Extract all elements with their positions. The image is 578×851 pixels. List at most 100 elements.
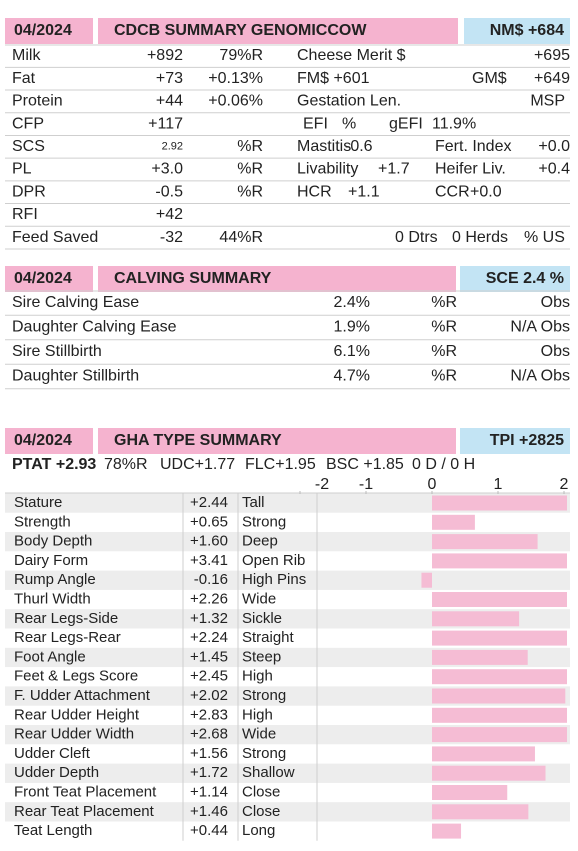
trait-name: Rear Udder Height (14, 706, 140, 723)
bar (432, 804, 529, 820)
summary-text: FLC+1.95 (245, 456, 316, 473)
trait-name: Strength (14, 513, 71, 530)
cell-text: +649 (534, 70, 570, 87)
cell-text: gEFI (389, 115, 423, 132)
summary-text: 0 D / 0 H (412, 456, 475, 473)
cell-text: %R (431, 343, 457, 360)
x-tick-label: 2 (560, 476, 569, 493)
cell-text: Gestation Len. (297, 93, 401, 110)
summary-text: PTAT +2.93 (12, 456, 96, 473)
trait-desc: Strong (242, 745, 286, 762)
trait-name: Front Teat Placement (14, 783, 157, 800)
x-tick-label: 0 (428, 476, 437, 493)
summary-text: 78%R (104, 456, 148, 473)
trait-name: Rear Legs-Side (14, 610, 118, 627)
cell-text: DPR (12, 183, 46, 200)
bar (432, 727, 567, 743)
summary-text: BSC +1.85 (326, 456, 404, 473)
cell-text: 11.9% (432, 115, 476, 132)
cell-text: 2.4% (334, 294, 370, 311)
bar (432, 746, 535, 762)
trait-name: Rear Legs-Rear (14, 629, 121, 646)
trait-desc: Shallow (242, 764, 295, 781)
cell-text: +42 (156, 206, 183, 223)
cell-text: -0.6 (345, 138, 373, 155)
cell-text: EFI (303, 115, 328, 132)
trait-value: +1.14 (190, 783, 228, 800)
trait-name: F. Udder Attachment (14, 687, 151, 704)
trait-value: +1.60 (190, 533, 228, 550)
cell-text: CFP (12, 115, 44, 132)
cell-text: PL (12, 161, 32, 178)
header-title: CDCB SUMMARY GENOMICCOW (114, 22, 367, 39)
header-index: NM$ +684 (490, 22, 564, 39)
trait-desc: Sickle (242, 610, 282, 627)
trait-desc: High (242, 668, 273, 685)
date-box (5, 266, 93, 292)
summary-text: UDC+1.77 (160, 456, 235, 473)
bar (432, 553, 567, 569)
row-shade (5, 725, 570, 745)
cell-text: RFI (12, 206, 38, 223)
date-box (5, 18, 93, 44)
row-shade (5, 493, 570, 513)
cell-text: % US (524, 229, 565, 246)
index-box (460, 266, 570, 292)
trait-value: +1.45 (190, 648, 228, 665)
x-tick-label: -1 (359, 476, 373, 493)
cell-text: +0.0 (470, 183, 502, 200)
cell-text: %R (237, 161, 263, 178)
cell-text: +117 (148, 115, 183, 132)
trait-value: +1.72 (190, 764, 228, 781)
header-index: SCE 2.4 % (486, 270, 564, 287)
row-shade (5, 647, 570, 668)
date-box (5, 428, 93, 454)
cell-text: Fert. Index (435, 138, 511, 155)
cell-text: 44%R (219, 229, 263, 246)
trait-desc: Straight (242, 629, 295, 646)
trait-desc: High Pins (242, 571, 306, 588)
trait-name: Feet & Legs Score (14, 668, 138, 685)
trait-value: +2.02 (190, 687, 228, 704)
cell-text: Cheese Merit $ (297, 47, 406, 64)
trait-desc: Strong (242, 687, 286, 704)
trait-value: +2.44 (190, 494, 228, 511)
cell-text: +44 (156, 93, 183, 110)
header-title: CALVING SUMMARY (114, 270, 272, 287)
trait-value: +0.44 (190, 822, 228, 839)
cell-text: +0.06% (208, 93, 263, 110)
cell-text: MSP (530, 93, 565, 110)
cell-text: GM$ (472, 70, 507, 87)
cell-text: %R (237, 183, 263, 200)
cell-text: 1.9% (334, 319, 370, 336)
cell-text: 4.7% (334, 368, 370, 385)
bar (432, 534, 538, 550)
index-box (464, 18, 570, 44)
bar (432, 669, 567, 685)
cell-text: 79%R (219, 47, 263, 64)
trait-name: Rump Angle (14, 571, 96, 588)
cell-text: N/A Obs (510, 319, 570, 336)
trait-value: +3.41 (190, 552, 228, 569)
cell-text: +0.0 (538, 138, 570, 155)
trait-desc: Tall (242, 494, 265, 511)
cell-text: % (342, 115, 356, 132)
trait-name: Udder Depth (14, 764, 99, 781)
cell-text: Feed Saved (12, 229, 98, 246)
cell-text: +1.1 (348, 183, 380, 200)
row-shade (5, 802, 570, 822)
row-shade (5, 763, 570, 783)
cell-text: Sire Stillbirth (12, 343, 102, 360)
header-title: GHA TYPE SUMMARY (114, 432, 282, 449)
row-shade (5, 686, 570, 706)
cell-text: FM$ +601 (297, 70, 370, 87)
bar (432, 765, 546, 781)
cell-text: 6.1% (334, 343, 370, 360)
cell-text: +3.0 (151, 161, 183, 178)
trait-desc: Deep (242, 533, 278, 550)
bar (432, 514, 475, 530)
trait-desc: Close (242, 783, 280, 800)
cell-text: -0.5 (155, 183, 183, 200)
trait-name: Stature (14, 494, 62, 511)
cell-text: +73 (156, 70, 183, 87)
